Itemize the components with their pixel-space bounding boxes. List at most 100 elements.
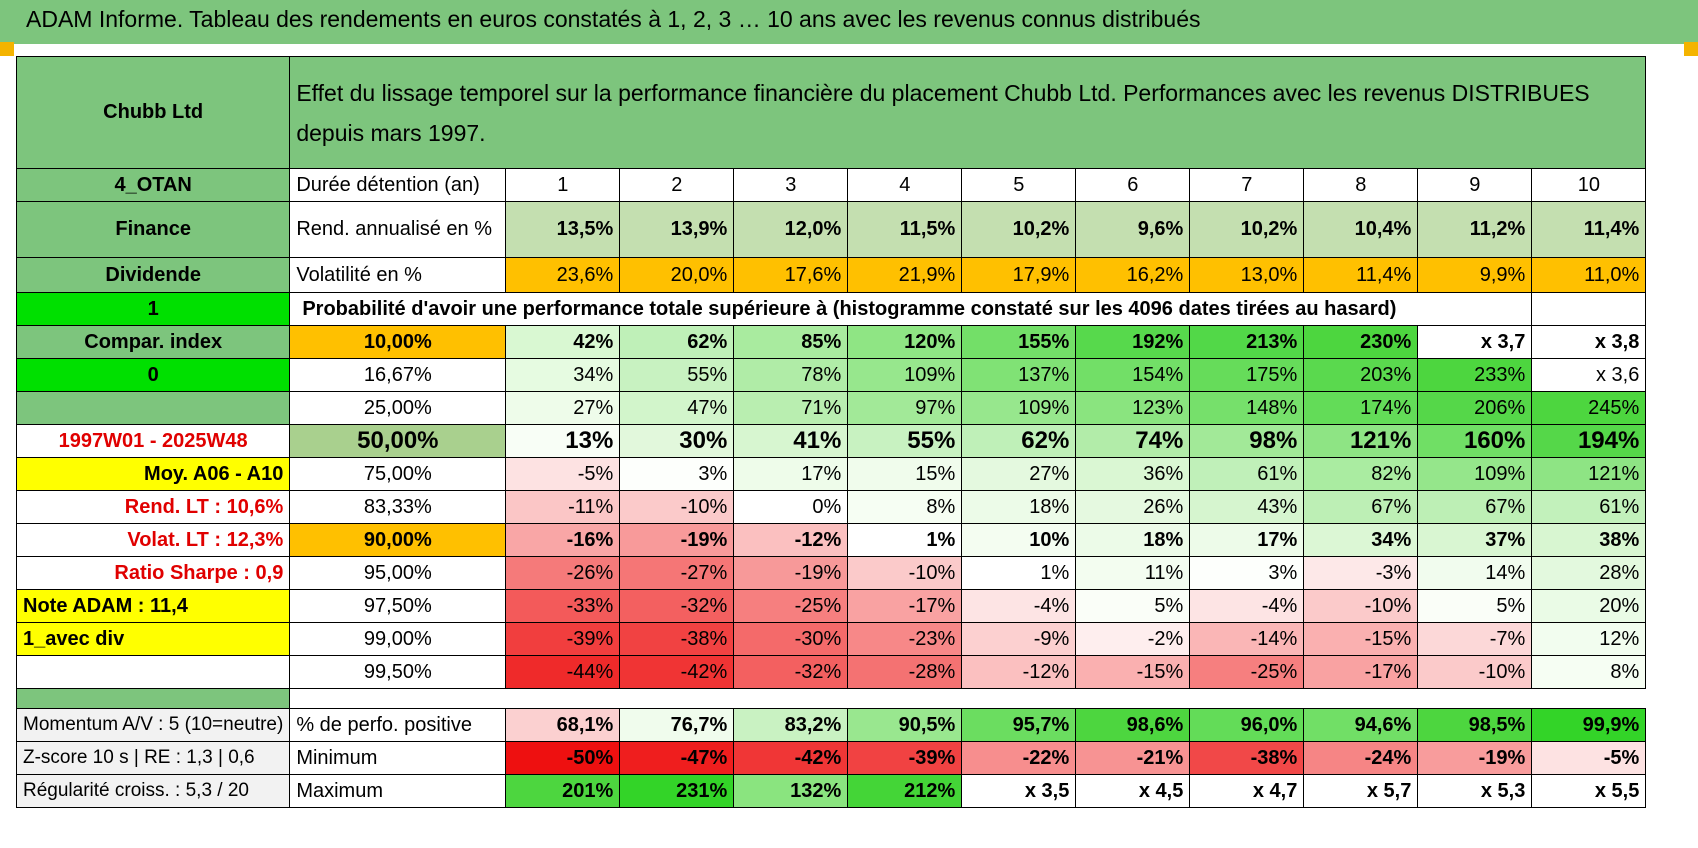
quantile-label: 50,00%	[289, 424, 507, 458]
stat-value: 68,1%	[505, 708, 621, 742]
quantile-value: 67%	[1417, 490, 1533, 524]
quantile-value: 71%	[733, 391, 849, 425]
years-row: 4_OTAN Durée détention (an) 1 2 3 4 5 6 7 8 9 10	[15, 168, 1647, 202]
quantile-value: 43%	[1189, 490, 1305, 524]
quantile-value: -12%	[733, 523, 849, 557]
quantile-value: 61%	[1189, 457, 1305, 491]
quantile-value: -44%	[505, 655, 621, 689]
stat-value: -5%	[1531, 741, 1647, 775]
vol-value: 23,6%	[505, 257, 621, 293]
quantile-value: 121%	[1303, 424, 1419, 458]
description-text: Effet du lissage temporel sur la perform…	[289, 56, 1647, 169]
quantile-value: -10%	[619, 490, 735, 524]
stat-row: Momentum A/V : 5 (10=neutre)% de perfo. …	[15, 708, 1647, 742]
quantile-value: -17%	[847, 589, 963, 623]
vol-value: 13,0%	[1189, 257, 1305, 293]
stat-value: 95,7%	[961, 708, 1077, 742]
quantile-value: -42%	[619, 655, 735, 689]
quantile-value: 148%	[1189, 391, 1305, 425]
quantile-value: -16%	[505, 523, 621, 557]
quantile-row: 1997W01 - 2025W48 50,00% 13% 30% 41% 55% 62% 74…	[15, 424, 1647, 458]
stat-label: Maximum	[289, 774, 507, 808]
rend-row: Finance Rend. annualisé en % 13,5% 13,9% 1…	[15, 201, 1647, 258]
stat-value: 90,5%	[847, 708, 963, 742]
quantile-row: 99,50% -44% -42% -32% -28% -12% -15% -25% -17% -1…	[15, 655, 1647, 689]
stat-value: -19%	[1417, 741, 1533, 775]
quantile-value: -3%	[1303, 556, 1419, 590]
left-cell	[15, 655, 291, 689]
left-marker	[0, 42, 14, 56]
quantile-value: -2%	[1075, 622, 1191, 656]
stat-value: -39%	[847, 741, 963, 775]
rend-value: 11,5%	[847, 201, 963, 258]
prob-title-spacer-10	[1531, 292, 1647, 326]
year-header: 8	[1303, 168, 1419, 202]
rend-value: 12,0%	[733, 201, 849, 258]
left-cell: Volat. LT : 12,3%	[15, 523, 291, 557]
quantile-value: 123%	[1075, 391, 1191, 425]
stat-value: 98,5%	[1417, 708, 1533, 742]
quantile-value: 18%	[1075, 523, 1191, 557]
quantile-label: 95,00%	[289, 556, 507, 590]
stat-value: 96,0%	[1189, 708, 1305, 742]
quantile-value: 213%	[1189, 325, 1305, 359]
quantile-value: -9%	[961, 622, 1077, 656]
quantile-value: -19%	[619, 523, 735, 557]
years-label: Durée détention (an)	[289, 168, 507, 202]
quantile-value: -15%	[1075, 655, 1191, 689]
quantile-value: 206%	[1417, 391, 1533, 425]
stat-value: 201%	[505, 774, 621, 808]
quantile-value: 12%	[1531, 622, 1647, 656]
quantile-value: 160%	[1417, 424, 1533, 458]
prob-title: Probabilité d'avoir une performance tota…	[289, 292, 1418, 326]
stat-value: 132%	[733, 774, 849, 808]
stat-row: Z-score 10 s | RE : 1,3 | 0,6 Minimum -50%…	[15, 741, 1647, 775]
quantile-value: -10%	[1417, 655, 1533, 689]
year-header: 2	[619, 168, 735, 202]
rend-value: 10,4%	[1303, 201, 1419, 258]
quantile-row: Compar. index 10,00% 42% 62% 85% 120% 155% 192%…	[15, 325, 1647, 359]
year-header: 7	[1189, 168, 1305, 202]
quantile-value: -32%	[619, 589, 735, 623]
flag-1: 1	[15, 292, 291, 326]
spacer-left	[15, 688, 291, 709]
vol-value: 21,9%	[847, 257, 963, 293]
quantile-value: 85%	[733, 325, 849, 359]
quantile-value: 47%	[619, 391, 735, 425]
vol-value: 17,6%	[733, 257, 849, 293]
quantile-row: Rend. LT : 10,6% 83,33% -11% -10% 0% 8% 18% 26%…	[15, 490, 1647, 524]
quantile-value: 27%	[961, 457, 1077, 491]
stat-value: -42%	[733, 741, 849, 775]
quantile-value: 8%	[1531, 655, 1647, 689]
quantile-value: -38%	[619, 622, 735, 656]
quantile-value: 13%	[505, 424, 621, 458]
quantile-value: 109%	[1417, 457, 1533, 491]
company-name: Chubb Ltd	[15, 56, 291, 169]
vol-label: Volatilité en %	[289, 257, 507, 293]
quantile-value: -23%	[847, 622, 963, 656]
quantile-value: 37%	[1417, 523, 1533, 557]
quantile-value: -7%	[1417, 622, 1533, 656]
quantile-value: -32%	[733, 655, 849, 689]
stat-left: Momentum A/V : 5 (10=neutre)	[15, 708, 291, 742]
header-row: Chubb Ltd Effet du lissage temporel sur …	[15, 56, 1647, 169]
quantile-value: -17%	[1303, 655, 1419, 689]
quantile-value: -27%	[619, 556, 735, 590]
stat-value: x 5,7	[1303, 774, 1419, 808]
left-cell: Compar. index	[15, 325, 291, 359]
stat-value: 98,6%	[1075, 708, 1191, 742]
vol-value: 17,9%	[961, 257, 1077, 293]
quantile-label: 16,67%	[289, 358, 507, 392]
quantile-value: -28%	[847, 655, 963, 689]
quantile-value: 174%	[1303, 391, 1419, 425]
vol-value: 11,4%	[1303, 257, 1419, 293]
quantile-value: 5%	[1075, 589, 1191, 623]
quantile-value: 109%	[961, 391, 1077, 425]
stat-value: -50%	[505, 741, 621, 775]
quantile-value: 34%	[1303, 523, 1419, 557]
left-cell: 1_avec div	[15, 622, 291, 656]
quantile-row: Volat. LT : 12,3% 90,00% -16% -19% -12% 1% 10%…	[15, 523, 1647, 557]
stat-value: -21%	[1075, 741, 1191, 775]
year-header: 1	[505, 168, 621, 202]
dividend-label: Dividende	[15, 257, 291, 293]
